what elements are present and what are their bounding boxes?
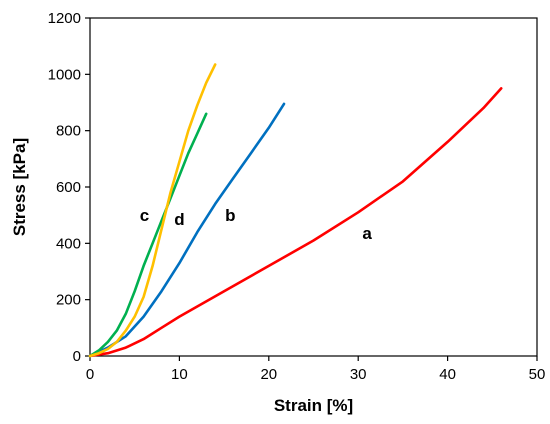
y-tick-label: 1000 xyxy=(48,66,81,83)
series-line-c xyxy=(88,112,208,358)
series-lines xyxy=(88,63,503,358)
y-axis-ticks: 0 200 400 600 800 1000 1200 xyxy=(48,10,90,365)
x-tick-label: 50 xyxy=(529,366,546,383)
series-line-d xyxy=(88,63,217,358)
y-tick-label: 1200 xyxy=(48,10,81,27)
x-tick-label: 30 xyxy=(350,366,367,383)
x-tick-label: 20 xyxy=(260,366,277,383)
x-tick-label: 0 xyxy=(86,366,94,383)
series-line-b xyxy=(88,102,286,358)
y-tick-label: 600 xyxy=(56,179,81,196)
y-tick-label: 800 xyxy=(56,123,81,140)
y-tick-label: 200 xyxy=(56,292,81,309)
series-label-b: b xyxy=(225,206,235,225)
y-tick-label: 0 xyxy=(73,348,81,365)
x-axis-title: Strain [%] xyxy=(274,396,353,415)
series-labels: a b c d xyxy=(140,206,373,243)
series-label-c: c xyxy=(140,206,149,225)
series-label-a: a xyxy=(362,224,372,243)
x-axis-ticks: 0 10 20 30 40 50 xyxy=(86,356,546,383)
plot-area xyxy=(89,17,538,357)
x-tick-label: 40 xyxy=(439,366,456,383)
series-line-a xyxy=(88,87,503,358)
x-tick-label: 10 xyxy=(171,366,188,383)
plot-border xyxy=(89,17,538,357)
y-axis-title: Stress [kPa] xyxy=(10,138,29,236)
series-label-d: d xyxy=(174,210,184,229)
y-tick-label: 400 xyxy=(56,235,81,252)
